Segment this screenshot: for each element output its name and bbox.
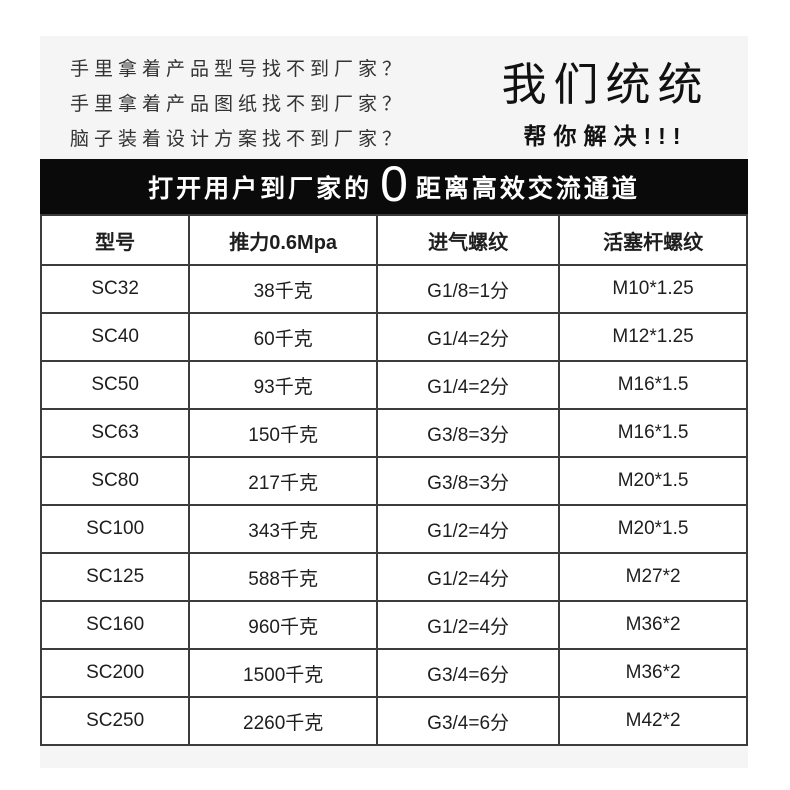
cell-rod: M27*2: [558, 552, 748, 602]
cell-model: SC100: [39, 504, 191, 554]
cell-thrust: 1500千克: [188, 648, 379, 698]
table-row: SC250 2260千克 G3/4=6分 M42*2: [39, 696, 748, 746]
cell-thrust: 38千克: [188, 264, 379, 314]
cell-rod: M12*1.25: [558, 312, 748, 362]
table-row: SC50 93千克 G1/4=2分 M16*1.5: [39, 360, 748, 410]
spec-table: 型号 推力0.6Mpa 进气螺纹 活塞杆螺纹 SC32 38千克 G1/8=1分…: [39, 214, 748, 746]
promo-banner: 打开用户到厂家的 0 距离高效交流通道: [40, 159, 748, 214]
cell-intake: G1/2=4分: [376, 600, 561, 650]
cell-intake: G3/4=6分: [376, 696, 561, 746]
header-cell-thrust: 推力0.6Mpa: [188, 214, 379, 266]
table-row: SC63 150千克 G3/8=3分 M16*1.5: [39, 408, 748, 458]
question-list: 手里拿着产品型号找不到厂家？ 手里拿着产品图纸找不到厂家？ 脑子装着设计方案找不…: [40, 36, 463, 159]
cell-model: SC160: [39, 600, 191, 650]
headline: 我们统统: [501, 59, 710, 110]
cell-rod: M42*2: [558, 696, 748, 746]
cell-thrust: 2260千克: [188, 696, 379, 746]
table-row: SC160 960千克 G1/2=4分 M36*2: [39, 600, 748, 650]
cell-rod: M10*1.25: [558, 264, 748, 314]
cell-model: SC200: [39, 648, 191, 698]
header-cell-intake: 进气螺纹: [376, 214, 561, 266]
table-row: SC40 60千克 G1/4=2分 M12*1.25: [39, 312, 748, 362]
question-line: 手里拿着产品型号找不到厂家？: [70, 59, 407, 80]
cell-thrust: 343千克: [188, 504, 379, 554]
table-row: SC200 1500千克 G3/4=6分 M36*2: [39, 648, 748, 698]
cell-thrust: 217千克: [188, 456, 379, 506]
cell-model: SC63: [39, 408, 191, 458]
headline-block: 我们统统 帮你解决!!!: [463, 36, 748, 159]
cell-thrust: 588千克: [188, 552, 379, 602]
cell-model: SC250: [39, 696, 191, 746]
cell-rod: M20*1.5: [558, 504, 748, 554]
cell-model: SC50: [39, 360, 191, 410]
cell-intake: G1/4=2分: [376, 360, 561, 410]
cell-model: SC32: [39, 264, 191, 314]
content-panel: 手里拿着产品型号找不到厂家？ 手里拿着产品图纸找不到厂家？ 脑子装着设计方案找不…: [39, 36, 748, 768]
cell-thrust: 60千克: [188, 312, 379, 362]
cell-rod: M16*1.5: [558, 408, 748, 458]
table-row: SC100 343千克 G1/2=4分 M20*1.5: [39, 504, 748, 554]
cell-intake: G1/2=4分: [376, 552, 561, 602]
table-row: SC125 588千克 G1/2=4分 M27*2: [39, 552, 748, 602]
cell-intake: G1/8=1分: [376, 264, 561, 314]
table-row: SC32 38千克 G1/8=1分 M10*1.25: [39, 264, 748, 314]
cell-thrust: 150千克: [188, 408, 379, 458]
cell-model: SC125: [39, 552, 191, 602]
intro-section: 手里拿着产品型号找不到厂家？ 手里拿着产品图纸找不到厂家？ 脑子装着设计方案找不…: [40, 36, 748, 159]
cell-intake: G3/4=6分: [376, 648, 561, 698]
table-header-row: 型号 推力0.6Mpa 进气螺纹 活塞杆螺纹: [39, 214, 748, 266]
question-line: 手里拿着产品图纸找不到厂家？: [70, 94, 407, 115]
header-cell-model: 型号: [39, 214, 191, 266]
cell-intake: G3/8=3分: [376, 456, 561, 506]
question-line: 脑子装着设计方案找不到厂家？: [70, 129, 407, 150]
cell-intake: G1/4=2分: [376, 312, 561, 362]
cell-intake: G3/8=3分: [376, 408, 561, 458]
cell-rod: M36*2: [558, 648, 748, 698]
zero-glyph: 0: [380, 155, 408, 212]
cell-thrust: 93千克: [188, 360, 379, 410]
header-cell-rod: 活塞杆螺纹: [558, 214, 748, 266]
cell-rod: M16*1.5: [558, 360, 748, 410]
cell-intake: G1/2=4分: [376, 504, 561, 554]
table-row: SC80 217千克 G3/8=3分 M20*1.5: [39, 456, 748, 506]
subheadline: 帮你解决!!!: [523, 123, 688, 149]
cell-model: SC40: [39, 312, 191, 362]
cell-rod: M20*1.5: [558, 456, 748, 506]
cell-thrust: 960千克: [188, 600, 379, 650]
cell-rod: M36*2: [558, 600, 748, 650]
cell-model: SC80: [39, 456, 191, 506]
banner-text-prefix: 打开用户到厂家的: [148, 174, 373, 203]
banner-text-suffix: 距离高效交流通道: [415, 174, 640, 203]
